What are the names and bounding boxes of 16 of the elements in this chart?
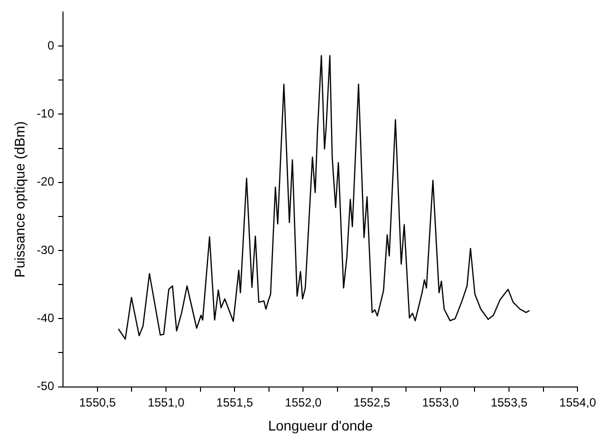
x-axis-title: Longueur d'onde bbox=[268, 417, 373, 434]
y-tick-label: -30 bbox=[36, 242, 54, 257]
x-tick-label: 1551,0 bbox=[148, 395, 185, 410]
x-tick-label: 1553,5 bbox=[490, 395, 528, 410]
x-tick-label: 1553,0 bbox=[422, 395, 460, 410]
x-tick-label: 1552,0 bbox=[284, 395, 322, 410]
x-tick-label: 1550,5 bbox=[79, 395, 116, 410]
x-tick-label: 1552,5 bbox=[353, 395, 391, 410]
x-tick-label: 1554,0 bbox=[559, 395, 596, 410]
x-tick-label: 1551,5 bbox=[216, 395, 254, 410]
y-tick-label: -20 bbox=[36, 174, 54, 189]
y-tick-label: -50 bbox=[36, 379, 54, 394]
y-axis-title: Puissance optique (dBm) bbox=[11, 121, 28, 278]
y-tick-label: -10 bbox=[36, 106, 54, 121]
y-tick-label: -40 bbox=[36, 310, 54, 325]
y-tick-label: 0 bbox=[47, 38, 54, 52]
